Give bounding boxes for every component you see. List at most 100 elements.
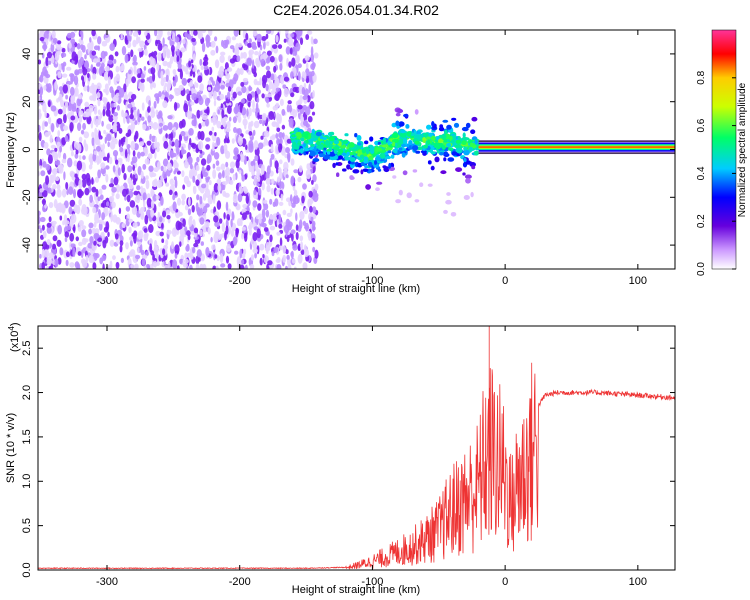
noise-speckle — [56, 40, 62, 45]
noise-speckle — [48, 202, 54, 209]
noise-speckle — [253, 175, 257, 186]
noise-speckle — [49, 134, 53, 144]
noise-speckle — [182, 184, 186, 190]
noise-speckle — [231, 36, 237, 41]
noise-speckle — [173, 176, 177, 181]
noise-speckle — [102, 239, 107, 249]
noise-speckle — [311, 237, 316, 243]
noise-speckle — [295, 212, 298, 222]
noise-speckle — [148, 100, 151, 108]
signal-speckle — [465, 178, 471, 184]
signal-speckle — [344, 156, 350, 161]
signal-speckle — [420, 150, 427, 154]
noise-speckle — [265, 178, 271, 185]
noise-speckle — [253, 189, 257, 196]
noise-speckle — [278, 143, 282, 153]
noise-speckle — [227, 86, 232, 92]
noise-speckle — [112, 96, 117, 103]
snr-panel: -300 -200 -100 0 100 0.0 0.5 1.0 1.5 2.0 2.5 Heig… — [5, 322, 676, 596]
noise-speckle — [44, 249, 50, 258]
noise-speckle — [231, 138, 235, 144]
noise-speckle — [225, 201, 229, 211]
noise-speckle — [199, 154, 203, 159]
noise-speckle — [189, 248, 192, 255]
signal-speckle — [324, 140, 330, 145]
noise-speckle — [282, 84, 287, 89]
noise-speckle — [247, 42, 253, 48]
noise-speckle — [88, 222, 94, 229]
signal-speckle — [431, 121, 435, 127]
noise-speckle — [165, 92, 169, 98]
noise-speckle — [225, 255, 230, 264]
colorbar-tick-label: 0.6 — [696, 118, 707, 132]
noise-speckle — [220, 145, 225, 155]
noise-speckle — [141, 254, 148, 260]
signal-speckle — [427, 183, 433, 187]
noise-speckle — [77, 68, 83, 74]
noise-speckle — [286, 212, 292, 218]
noise-speckle — [130, 140, 136, 151]
noise-speckle — [291, 258, 296, 264]
noise-speckle — [162, 125, 169, 131]
noise-speckle — [46, 226, 52, 234]
noise-speckle — [69, 122, 74, 132]
noise-speckle — [249, 212, 252, 220]
noise-speckle — [145, 179, 150, 190]
noise-speckle — [275, 133, 279, 139]
noise-speckle — [233, 73, 239, 82]
noise-speckle — [225, 175, 231, 184]
noise-speckle — [196, 249, 202, 258]
colorbar-tick-label: 0.0 — [696, 262, 707, 276]
noise-speckle — [286, 254, 290, 260]
signal-speckle — [461, 140, 467, 145]
noise-speckle — [47, 259, 53, 264]
signal-speckle — [463, 195, 470, 200]
noise-speckle — [52, 37, 58, 44]
signal-speckle — [451, 139, 455, 144]
noise-speckle — [85, 254, 89, 263]
noise-speckle — [219, 55, 225, 63]
noise-speckle — [76, 262, 81, 269]
noise-speckle — [48, 116, 52, 125]
noise-speckle — [266, 103, 270, 108]
signal-speckle — [415, 150, 421, 154]
noise-speckle — [216, 120, 222, 129]
signal-speckle — [304, 133, 309, 139]
noise-speckle — [106, 133, 112, 142]
signal-speckle — [305, 139, 309, 144]
noise-speckle — [104, 33, 109, 39]
noise-speckle — [171, 227, 178, 237]
noise-speckle — [167, 31, 171, 36]
noise-speckle — [78, 220, 84, 227]
noise-speckle — [122, 188, 128, 197]
noise-speckle — [193, 115, 197, 121]
noise-speckle — [291, 232, 294, 242]
noise-speckle — [183, 258, 189, 264]
noise-speckle — [210, 236, 213, 243]
noise-speckle — [121, 137, 124, 147]
noise-speckle — [312, 174, 317, 183]
noise-speckle — [211, 126, 215, 132]
noise-speckle — [139, 141, 145, 147]
noise-speckle — [261, 93, 265, 99]
noise-speckle — [185, 245, 190, 252]
noise-speckle — [223, 212, 226, 220]
noise-speckle — [108, 183, 115, 188]
noise-speckle — [132, 180, 137, 186]
noise-speckle — [112, 214, 118, 223]
noise-speckle — [304, 248, 310, 257]
noise-speckle — [84, 187, 90, 196]
noise-speckle — [258, 217, 262, 224]
noise-speckle — [167, 122, 173, 131]
snr-multiplier-close: ) — [9, 322, 21, 326]
noise-speckle — [115, 73, 121, 82]
noise-speckle — [39, 165, 42, 170]
noise-speckle — [221, 222, 225, 233]
noise-speckle — [202, 193, 207, 201]
noise-speckle — [178, 120, 184, 129]
noise-speckle — [73, 75, 79, 86]
noise-speckle — [226, 244, 232, 253]
signal-speckle — [360, 154, 364, 158]
noise-speckle — [109, 43, 115, 52]
signal-speckle — [401, 152, 406, 158]
